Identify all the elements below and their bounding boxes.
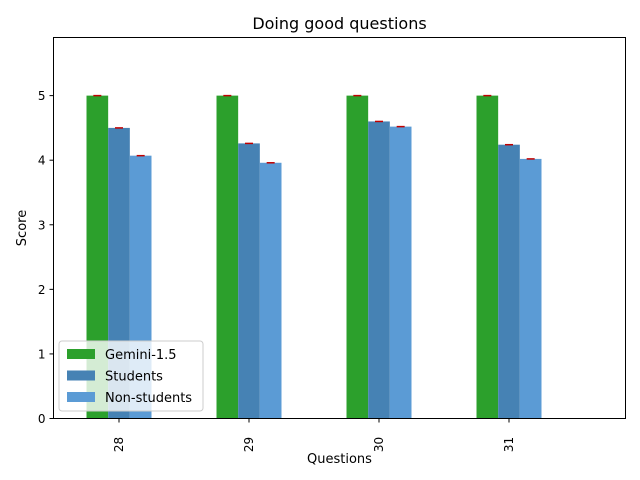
bar-gemini-1-5-31 bbox=[477, 96, 499, 419]
bar-students-30 bbox=[368, 121, 390, 418]
bar-students-31 bbox=[498, 145, 520, 419]
bar-gemini-1-5-30 bbox=[347, 96, 369, 419]
legend-label-non-students: Non-students bbox=[105, 391, 192, 406]
legend-swatch-non-students bbox=[67, 392, 95, 402]
bar-students-29 bbox=[238, 143, 260, 418]
x-tick-label: 29 bbox=[242, 437, 256, 452]
legend: Gemini-1.5 Students Non-students bbox=[59, 341, 203, 411]
y-tick-label: 4 bbox=[38, 154, 46, 168]
y-tick-label: 0 bbox=[38, 412, 46, 426]
x-axis-label: Questions bbox=[307, 452, 372, 467]
bar-non-students-31 bbox=[520, 159, 542, 419]
bar-non-students-29 bbox=[260, 163, 282, 419]
bar-gemini-1-5-29 bbox=[217, 96, 239, 419]
chart-title: Doing good questions bbox=[252, 14, 426, 33]
legend-label-gemini-1-5: Gemini-1.5 bbox=[105, 348, 177, 363]
bar-non-students-30 bbox=[390, 127, 412, 419]
y-tick-label: 5 bbox=[38, 89, 46, 103]
x-tick-label: 31 bbox=[502, 437, 516, 452]
y-tick-label: 1 bbox=[38, 347, 46, 361]
legend-swatch-gemini-1-5 bbox=[67, 349, 95, 359]
x-tick-label: 28 bbox=[112, 437, 126, 452]
y-tick-label: 2 bbox=[38, 283, 46, 297]
x-tick-label: 30 bbox=[372, 437, 386, 452]
legend-swatch-students bbox=[67, 371, 95, 381]
y-axis-label: Score bbox=[15, 210, 30, 246]
x-axis: 28 29 30 31 bbox=[112, 419, 516, 453]
y-tick-label: 3 bbox=[38, 218, 46, 232]
legend-label-students: Students bbox=[105, 370, 163, 385]
y-axis: 0 1 2 3 4 5 bbox=[38, 89, 54, 426]
error-bars-layer bbox=[93, 96, 534, 163]
